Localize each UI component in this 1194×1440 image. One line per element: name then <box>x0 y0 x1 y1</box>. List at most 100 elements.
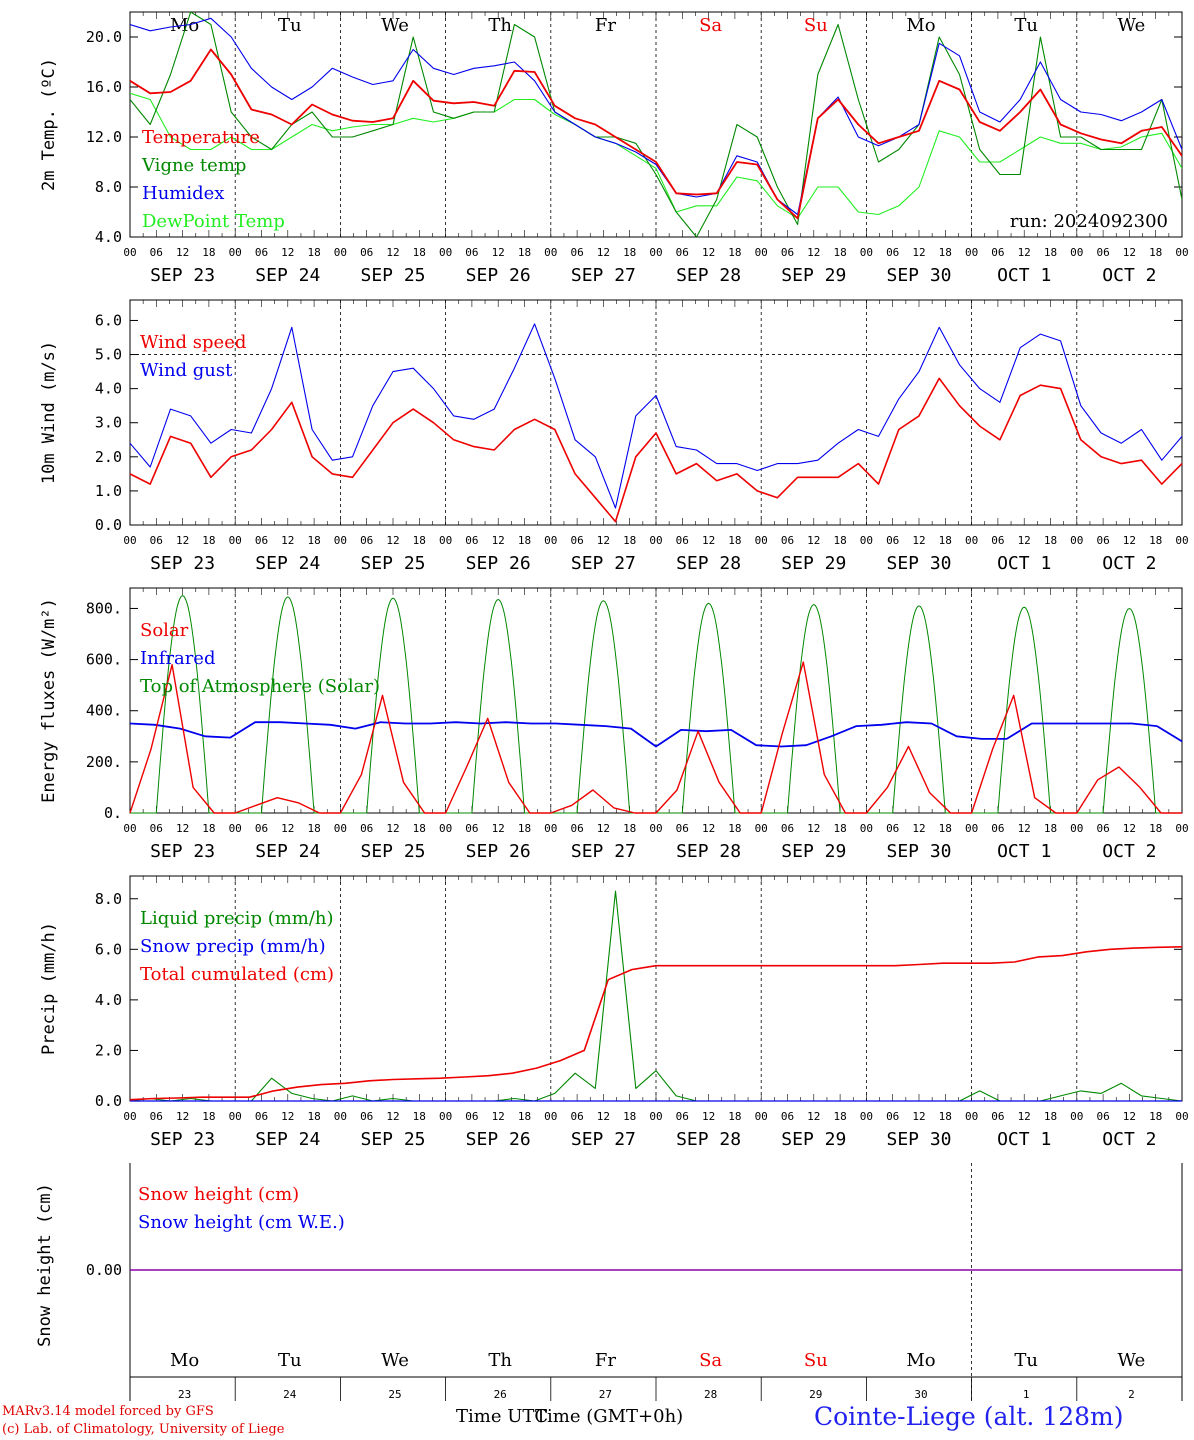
date-label: SEP 25 <box>360 553 425 574</box>
weekday-label: Sa <box>699 1350 722 1371</box>
hour-label: 00 <box>860 1110 873 1123</box>
hour-label: 18 <box>413 534 426 547</box>
hour-label: 12 <box>1018 1110 1031 1123</box>
hour-label: 12 <box>1018 534 1031 547</box>
hour-label: 12 <box>176 1110 189 1123</box>
toa-curve <box>1076 607 1182 814</box>
hour-label: 18 <box>728 822 741 835</box>
hour-label: 18 <box>518 534 531 547</box>
day-number: 1 <box>1023 1388 1030 1401</box>
hour-label: 12 <box>807 534 820 547</box>
hour-label: 12 <box>702 246 715 259</box>
hour-label: 12 <box>597 534 610 547</box>
day-number: 26 <box>494 1388 507 1401</box>
hour-label: 00 <box>1070 822 1083 835</box>
legend-entry: Solar <box>140 620 189 641</box>
hour-label: 06 <box>886 1110 899 1123</box>
legend-entry: Snow height (cm W.E.) <box>138 1212 345 1233</box>
weekday-label: Tu <box>1014 1350 1038 1371</box>
series-line <box>130 17 1182 216</box>
panel-4: 00 06 12 18 00 06 12 18 00 06 12 18 00 06 12 18 00 06 12 18… <box>39 875 1189 1150</box>
hour-label: 06 <box>360 246 373 259</box>
temp-series <box>130 12 1182 237</box>
date-label: SEP 30 <box>886 553 951 574</box>
y-tick-label: 8.0 <box>95 890 122 908</box>
date-label: SEP 24 <box>255 1129 320 1150</box>
hour-label: 00 <box>1175 1110 1188 1123</box>
series-line <box>130 48 1182 220</box>
day-number: 29 <box>809 1388 822 1401</box>
hour-label: 06 <box>570 534 583 547</box>
date-label: SEP 29 <box>781 553 846 574</box>
legend-entry: Liquid precip (mm/h) <box>140 908 334 929</box>
hour-label: 06 <box>570 1110 583 1123</box>
day-number: 30 <box>914 1388 927 1401</box>
hour-label: 00 <box>439 822 452 835</box>
weekday-label: We <box>1118 1350 1146 1371</box>
date-label: SEP 28 <box>676 841 741 862</box>
hour-label: 00 <box>334 822 347 835</box>
y-tick-label: 5.0 <box>95 346 122 364</box>
hour-label: 06 <box>781 1110 794 1123</box>
weekday-label: Sa <box>699 15 722 36</box>
hour-label: 18 <box>518 822 531 835</box>
hour-label: 00 <box>755 246 768 259</box>
hour-label: 06 <box>676 246 689 259</box>
weekday-label: Su <box>804 15 828 36</box>
weekday-label: We <box>381 15 409 36</box>
toa-curve <box>971 606 1077 814</box>
hour-label: 12 <box>386 534 399 547</box>
weekday-label: Fr <box>595 1350 616 1371</box>
hour-label: 06 <box>465 822 478 835</box>
hour-label: 18 <box>833 822 846 835</box>
y-tick-label: 800. <box>86 599 122 617</box>
hour-label: 06 <box>255 246 268 259</box>
hour-label: 18 <box>1149 534 1162 547</box>
y-axis-title: Snow height (cm) <box>35 1183 55 1347</box>
date-label: SEP 24 <box>255 265 320 286</box>
legend-entry: Infrared <box>140 648 215 669</box>
day-number: 24 <box>283 1388 297 1401</box>
legend-entry: DewPoint Temp <box>142 211 285 232</box>
hour-label: 18 <box>1044 1110 1057 1123</box>
hour-label: 18 <box>1149 1110 1162 1123</box>
y-tick-label: 600. <box>86 651 122 669</box>
hour-label: 00 <box>649 534 662 547</box>
hour-label: 12 <box>281 534 294 547</box>
date-label: OCT 2 <box>1102 1129 1156 1150</box>
hour-label: 00 <box>649 822 662 835</box>
date-label: SEP 27 <box>571 553 636 574</box>
y-tick-label: 16.0 <box>86 78 122 96</box>
hour-label: 00 <box>965 246 978 259</box>
y-tick-label: 4.0 <box>95 380 122 398</box>
hour-label: 18 <box>307 1110 320 1123</box>
hour-label: 00 <box>544 1110 557 1123</box>
hour-label: 06 <box>781 534 794 547</box>
x-axis-title: Time UTC <box>456 1406 549 1427</box>
hour-label: 06 <box>360 822 373 835</box>
toa-curve <box>130 595 236 814</box>
y-tick-label: 4.0 <box>95 991 122 1009</box>
y-tick-label: 1.0 <box>95 482 122 500</box>
hour-label: 12 <box>597 822 610 835</box>
date-label: SEP 29 <box>781 265 846 286</box>
hour-label: 06 <box>1096 822 1109 835</box>
hour-label: 06 <box>255 1110 268 1123</box>
hour-label: 18 <box>623 246 636 259</box>
date-label: SEP 27 <box>571 265 636 286</box>
run-label: run: 2024092300 <box>1010 211 1168 232</box>
date-label: SEP 25 <box>360 1129 425 1150</box>
hour-label: 12 <box>807 246 820 259</box>
hour-label: 06 <box>150 822 163 835</box>
hour-label: 18 <box>833 246 846 259</box>
hour-label: 12 <box>1123 822 1136 835</box>
toa-curve <box>445 598 551 814</box>
hour-label: 06 <box>360 534 373 547</box>
date-label: OCT 2 <box>1102 553 1156 574</box>
hour-label: 18 <box>1044 246 1057 259</box>
hour-label: 00 <box>965 534 978 547</box>
hour-label: 00 <box>1175 246 1188 259</box>
hour-label: 12 <box>702 822 715 835</box>
date-label: OCT 1 <box>997 841 1051 862</box>
legend-entry: Snow height (cm) <box>138 1184 299 1205</box>
